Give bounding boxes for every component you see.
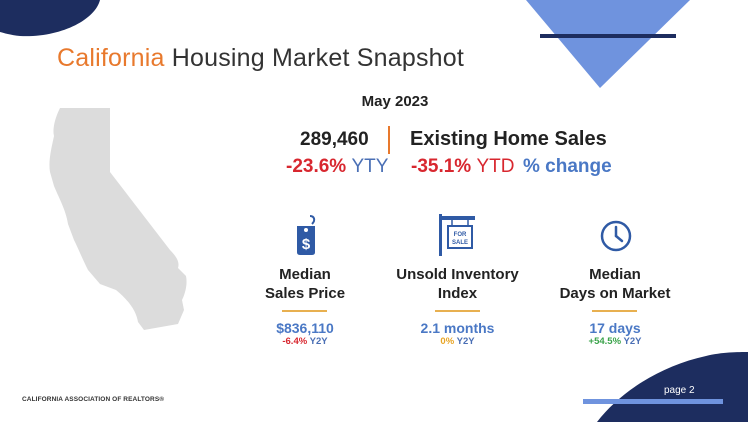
metric-period: Y2Y	[309, 336, 328, 347]
metric-value-block: $836,110 -6.4% Y2Y	[245, 320, 365, 347]
svg-text:FOR: FOR	[454, 232, 467, 238]
metric-label-line1: Median	[589, 266, 641, 283]
metric-value: 2.1 months	[420, 320, 495, 336]
metric-period: Y2Y	[456, 336, 475, 347]
title-rest: Housing Market Snapshot	[164, 44, 465, 72]
metric-value-block: 17 days +54.5% Y2Y	[550, 320, 680, 347]
page-number: page 2	[664, 385, 695, 396]
metric-change: 0%	[440, 336, 455, 347]
ytd-change: -35.1% YTD	[411, 156, 514, 178]
metric-label-line2: Sales Price	[264, 285, 346, 302]
metric-value: 17 days	[589, 320, 641, 336]
ytd-change-value: -35.1%	[411, 156, 472, 177]
metric-rule	[435, 310, 480, 312]
percent-change-label: % change	[523, 156, 612, 177]
existing-home-sales-label: Existing Home Sales	[410, 128, 607, 150]
metric-unsold-inventory-index: Unsold Inventory Index	[390, 265, 525, 303]
price-tag-icon: $	[297, 215, 316, 255]
clock-icon	[600, 220, 632, 252]
divider	[388, 126, 390, 154]
metric-label-line1: Unsold Inventory	[396, 266, 519, 283]
existing-home-sales-value: 289,460	[300, 129, 369, 150]
metric-change: +54.5%	[588, 336, 622, 347]
report-date: May 2023	[361, 93, 429, 110]
metric-median-days-on-market: Median Days on Market	[550, 265, 680, 303]
metric-value: $836,110	[276, 320, 334, 336]
metric-label-line2: Days on Market	[559, 285, 671, 302]
metric-rule	[592, 310, 637, 312]
metric-label-line1: Median	[279, 266, 331, 283]
footer-organization: CALIFORNIA ASSOCIATION OF REALTORS®	[22, 396, 165, 403]
yty-change-value: -23.6%	[286, 156, 347, 177]
svg-text:SALE: SALE	[452, 240, 468, 246]
title-accent: California	[57, 44, 165, 72]
metric-rule	[282, 310, 327, 312]
yty-tag: YTY	[351, 156, 389, 177]
california-map-icon	[49, 108, 187, 330]
metric-period: Y2Y	[623, 336, 642, 347]
svg-text:$: $	[302, 236, 311, 253]
for-sale-sign-icon: FOR SALE	[439, 214, 475, 256]
page-title: California Housing Market Snapshot	[57, 44, 464, 73]
metric-value-block: 2.1 months 0% Y2Y	[390, 320, 525, 347]
yty-change: -23.6% YTY	[286, 156, 388, 178]
metric-median-sales-price: Median Sales Price	[245, 265, 365, 303]
metric-change: -6.4%	[282, 336, 308, 347]
ytd-tag: YTD	[476, 156, 515, 177]
metric-label-line2: Index	[437, 285, 478, 302]
